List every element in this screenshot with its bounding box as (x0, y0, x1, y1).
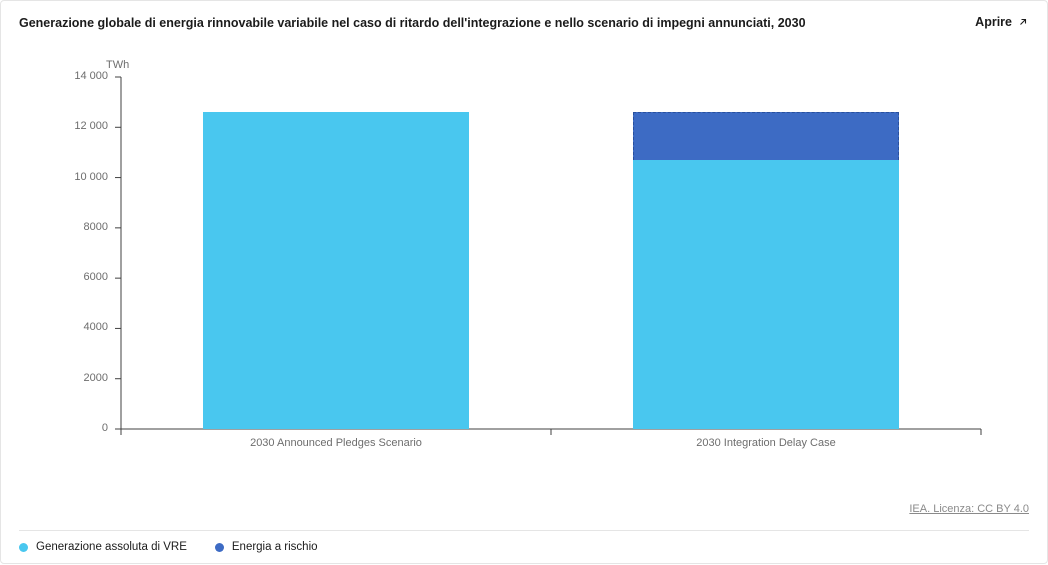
external-link-icon (1017, 16, 1029, 28)
y-tick-label: 4000 (53, 321, 108, 333)
y-tick-label: 12 000 (53, 120, 108, 132)
y-tick-label: 2000 (53, 372, 108, 384)
card-header: Generazione globale di energia rinnovabi… (19, 15, 1029, 32)
open-button-label: Aprire (975, 15, 1012, 29)
open-button[interactable]: Aprire (975, 15, 1029, 29)
legend-label-abs-vre: Generazione assoluta di VRE (36, 541, 187, 553)
legend-label-at-risk: Energia a rischio (232, 541, 318, 553)
y-tick-label: 0 (53, 422, 108, 434)
y-tick-label: 14 000 (53, 70, 108, 82)
footer-divider (19, 530, 1029, 531)
chart-card: Generazione globale di energia rinnovabi… (0, 0, 1048, 564)
y-tick-label: 10 000 (53, 171, 108, 183)
y-tick-label: 6000 (53, 271, 108, 283)
legend-item-at-risk: Energia a rischio (215, 541, 318, 553)
y-tick-label: 8000 (53, 221, 108, 233)
bar-segment (633, 112, 900, 160)
legend-swatch-at-risk (215, 543, 224, 552)
y-axis-unit: TWh (106, 59, 129, 71)
bar-segment (203, 112, 470, 429)
bar-segment (633, 160, 900, 429)
legend-swatch-abs-vre (19, 543, 28, 552)
legend: Generazione assoluta di VRE Energia a ri… (19, 541, 318, 553)
legend-item-abs-vre: Generazione assoluta di VRE (19, 541, 187, 553)
chart-title: Generazione globale di energia rinnovabi… (19, 15, 806, 32)
x-tick-label: 2030 Announced Pledges Scenario (250, 437, 422, 449)
license-link[interactable]: IEA. Licenza: CC BY 4.0 (909, 503, 1029, 515)
x-tick-label: 2030 Integration Delay Case (696, 437, 835, 449)
